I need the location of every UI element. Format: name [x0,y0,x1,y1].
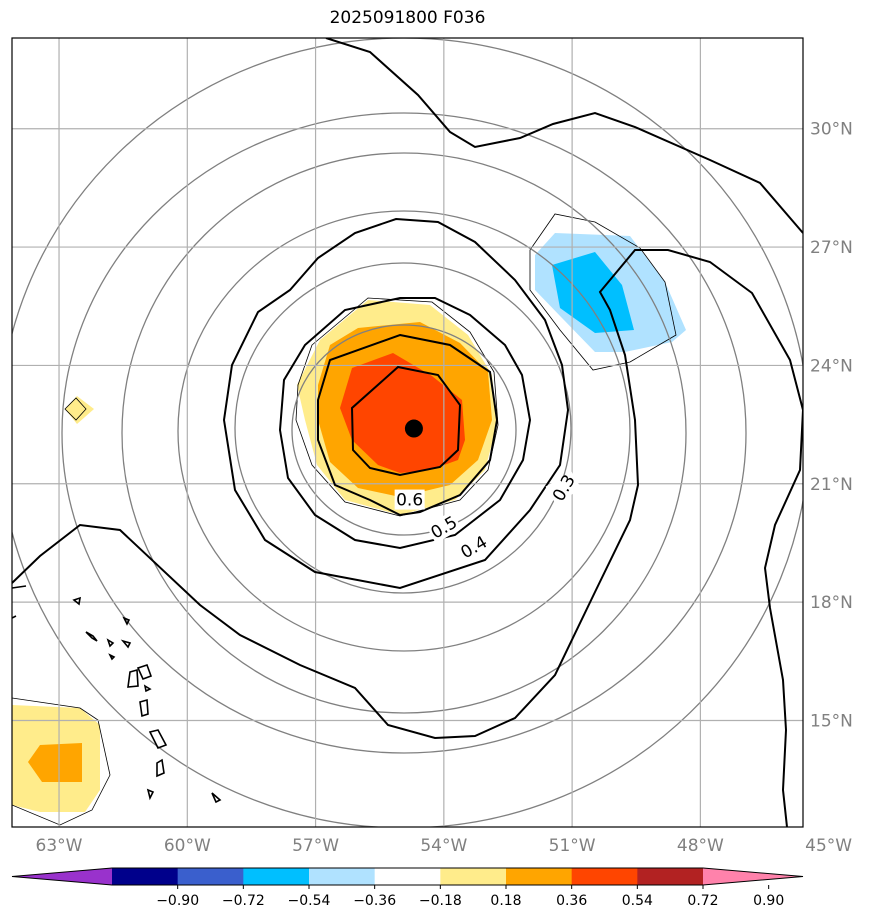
contour-label-bg [425,511,462,544]
colorbar-label: 0.72 [687,893,718,909]
colorbar-label: 0.18 [490,893,521,909]
island [108,653,116,661]
colorbar: −0.90 −0.72 −0.54 −0.36 −0.18 0.18 0.36 0.54 0.7… [11,867,804,909]
island [122,616,131,626]
colorbar-segment [703,868,803,885]
island [12,585,27,619]
island [146,788,155,801]
colorbar-label: −0.36 [353,893,396,909]
black-contours [12,38,803,827]
island [85,631,98,642]
positive-fill-small [65,396,94,424]
anomaly-fill [12,233,686,812]
gray-contour-5 [61,112,747,754]
contour-0.2-lower [12,249,803,827]
gridlines [12,38,803,827]
contour-label-bg [394,489,425,510]
contour-0.5 [317,333,499,517]
colorbar-segment [571,868,638,885]
colorbar-label: 0.36 [556,893,587,909]
island [211,792,222,804]
colorbar-segment [637,868,704,885]
longitude-label: 63°W [36,836,83,856]
longitude-labels: 63°W 60°W 57°W 54°W 51°W 48°W 45°W [36,836,853,856]
island [72,596,82,606]
latitude-label: 27°N [810,238,853,258]
island [139,698,149,718]
gray-contour-4 [121,152,687,714]
colorbar-segment [12,868,112,885]
colorbar-label: −0.90 [156,893,199,909]
longitude-label: 51°W [549,836,596,856]
outline-small [64,397,87,421]
colorbar-segment [112,868,179,885]
contour-label-bg [455,530,492,564]
longitude-label: 54°W [420,836,467,856]
colorbar-label: −0.18 [419,893,462,909]
contour-label: 0.5 [428,513,461,544]
longitude-label: 57°W [292,836,339,856]
longitude-label: 60°W [164,836,211,856]
colorbar-label: 0.54 [622,893,653,909]
latitude-label: 21°N [810,475,853,495]
colorbar-segment [440,868,507,885]
outline-sw [12,697,111,826]
colorbar-label: −0.72 [222,893,265,909]
colorbar-segment [177,868,244,885]
colorbar-label: 0.90 [753,893,784,909]
colorbar-segment [506,868,573,885]
colorbar-label: −0.54 [288,893,331,909]
contour-label: 0.6 [396,491,423,511]
gray-contour-3 [177,210,631,652]
latitude-label: 15°N [810,711,853,731]
fill-outlines [12,213,677,826]
island [136,663,153,681]
longitude-label: 45°W [805,836,852,856]
colorbar-outline [11,867,804,886]
outline-negative [529,213,677,371]
gray-contour-2 [234,262,572,594]
latitude-label: 18°N [810,593,853,613]
contour-0.6 [350,365,462,477]
map-title: 2025091800 F036 [329,8,486,28]
island [127,668,139,688]
positive-fill-072 [340,353,465,473]
gray-contour-1 [291,324,517,536]
gray-contours [12,38,803,827]
colorbar-segment [309,868,376,885]
longitude-label: 48°W [677,836,724,856]
latitude-label: 30°N [810,120,853,140]
contour-0.3 [222,217,570,590]
map-plot-area: 0.60.50.40.3 [12,38,803,827]
island [120,639,132,649]
island [143,684,152,693]
colorbar-segment [374,868,441,885]
contour-0.2 [325,38,803,234]
storm-center-marker [404,419,423,438]
coastlines [12,585,222,804]
colorbar-segment [243,868,310,885]
map-frame [11,37,804,828]
latitude-label: 24°N [810,356,853,376]
island [156,758,165,778]
island [106,638,115,648]
latitude-labels: 30°N 27°N 24°N 21°N 18°N 15°N [810,120,853,732]
island [148,729,168,750]
outline-positive [295,297,499,517]
contour-label-bg [545,471,582,504]
contour-0.4 [278,297,532,550]
positive-fill-sw-inner [28,743,82,782]
